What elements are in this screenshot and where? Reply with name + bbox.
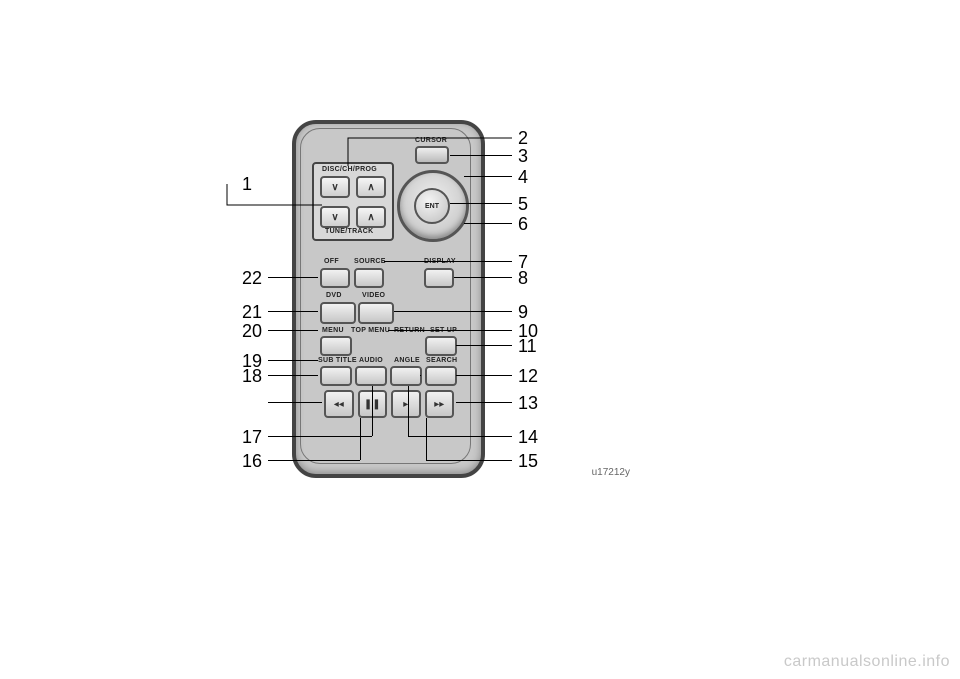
callout-22: 22 — [222, 268, 262, 289]
callout-8: 8 — [518, 268, 558, 289]
lead-21 — [268, 311, 318, 312]
page: DISC/CH/PROG ∨ ∧ ∨ ∧ TUNE/TRACK CURSOR E… — [0, 0, 960, 679]
lead-18 — [268, 375, 318, 376]
callout-3: 3 — [518, 146, 558, 167]
callout-18: 18 — [222, 366, 262, 387]
lead-15h — [426, 460, 512, 461]
lead-4 — [464, 176, 512, 177]
lead-12 — [456, 375, 512, 376]
lead-16v — [360, 418, 361, 460]
lead-3 — [450, 155, 512, 156]
watermark: carmanualsonline.info — [784, 653, 950, 671]
lead-10 — [388, 330, 512, 331]
lead-17h2 — [268, 436, 372, 437]
callout-21: 21 — [222, 302, 262, 323]
lead-16h — [268, 460, 360, 461]
lead-13 — [456, 402, 512, 403]
lead-5 — [450, 203, 512, 204]
lead-9 — [394, 311, 512, 312]
figure-code: u17212y — [592, 467, 630, 478]
callout-16: 16 — [222, 451, 262, 472]
lead-7 — [384, 261, 512, 262]
callout-15: 15 — [518, 451, 558, 472]
lead-8 — [454, 277, 512, 278]
lead-14h — [408, 436, 512, 437]
lead-22 — [268, 277, 318, 278]
lead-17v2 — [372, 386, 373, 436]
lead-14v — [408, 386, 409, 436]
callout-12: 12 — [518, 366, 558, 387]
callout-13: 13 — [518, 393, 558, 414]
lead-19 — [268, 360, 318, 361]
callout-4: 4 — [518, 167, 558, 188]
lead-6 — [464, 223, 512, 224]
lead-17 — [268, 402, 322, 403]
diagram-figure: DISC/CH/PROG ∨ ∧ ∨ ∧ TUNE/TRACK CURSOR E… — [172, 120, 632, 480]
callout-5: 5 — [518, 194, 558, 215]
lead-15v — [426, 418, 427, 460]
callout-9: 9 — [518, 302, 558, 323]
lead-20 — [268, 330, 318, 331]
lead-11 — [456, 345, 512, 346]
callout-14: 14 — [518, 427, 558, 448]
callout-17: 17 — [222, 427, 262, 448]
callout-1: 1 — [212, 174, 252, 195]
lead-14a — [420, 375, 421, 376]
callout-11: 11 — [518, 336, 558, 357]
callout-20: 20 — [222, 321, 262, 342]
callout-6: 6 — [518, 214, 558, 235]
